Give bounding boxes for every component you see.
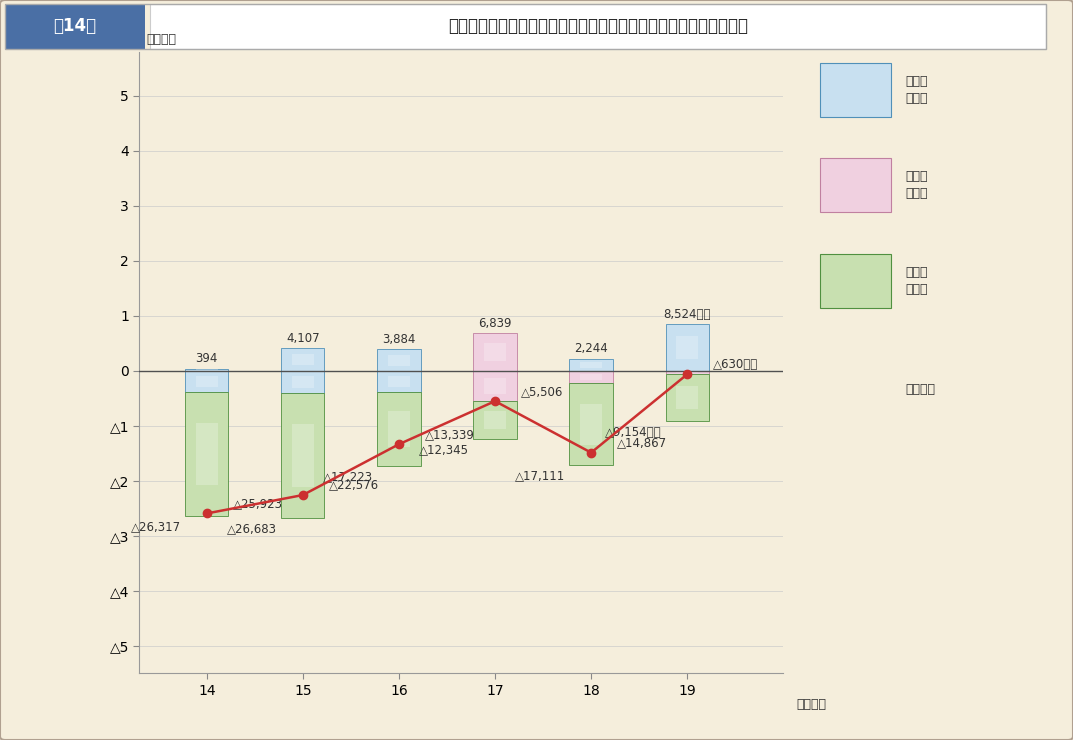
Bar — [820, 254, 891, 308]
Text: 義務的
経　費: 義務的 経 費 — [906, 170, 928, 201]
Bar — [570, 358, 613, 371]
Text: △22,576: △22,576 — [328, 479, 379, 492]
Text: 394: 394 — [195, 352, 218, 366]
Bar — [676, 386, 699, 409]
Bar — [484, 343, 505, 361]
Bar — [388, 411, 410, 447]
Text: 4,107: 4,107 — [286, 332, 320, 345]
Bar — [150, 4, 1046, 49]
Bar — [580, 403, 602, 445]
Bar — [473, 333, 516, 371]
Bar — [281, 371, 324, 394]
Bar — [473, 371, 516, 401]
Bar — [378, 371, 421, 392]
Text: 3,884: 3,884 — [382, 333, 415, 346]
Bar — [570, 371, 613, 383]
Text: △26,683: △26,683 — [226, 522, 277, 535]
Bar — [281, 394, 324, 518]
Text: △5,506: △5,506 — [521, 385, 563, 398]
Bar — [484, 411, 505, 429]
Bar — [676, 371, 699, 374]
Text: △12,345: △12,345 — [420, 443, 469, 456]
Text: 6,839: 6,839 — [479, 317, 512, 330]
Bar — [665, 374, 709, 421]
Bar — [5, 4, 1046, 49]
Bar — [580, 374, 602, 380]
Bar — [196, 369, 218, 370]
Bar — [484, 378, 505, 394]
Bar — [378, 349, 421, 371]
Bar — [186, 371, 229, 392]
Text: （兆円）: （兆円） — [146, 33, 176, 46]
Bar — [292, 377, 313, 388]
Bar — [292, 425, 313, 487]
Text: △9,154億円: △9,154億円 — [604, 425, 661, 439]
Text: 純増減額: 純増減額 — [906, 383, 936, 396]
Text: 8,524億円: 8,524億円 — [663, 308, 711, 320]
Bar — [820, 63, 891, 117]
Text: 2,244: 2,244 — [574, 342, 608, 355]
Bar — [665, 371, 709, 374]
Text: 歳出決算増減額に占める義務的経費、投資的経費等の増減額の推移: 歳出決算増減額に占める義務的経費、投資的経費等の増減額の推移 — [449, 16, 748, 35]
Bar — [186, 392, 229, 516]
Text: △630億円: △630億円 — [714, 358, 759, 371]
Bar — [281, 349, 324, 371]
Bar — [388, 376, 410, 387]
Text: 第14図: 第14図 — [54, 16, 97, 35]
Text: 投資的
経　費: 投資的 経 費 — [906, 266, 928, 296]
Text: その他
の経費: その他 の経費 — [906, 75, 928, 105]
Bar — [473, 401, 516, 439]
Bar — [292, 354, 313, 366]
Bar — [196, 423, 218, 485]
Text: △25,923: △25,923 — [233, 497, 282, 510]
Text: △17,111: △17,111 — [515, 469, 565, 482]
Bar — [5, 4, 145, 49]
Bar — [378, 392, 421, 465]
Bar — [580, 362, 602, 368]
Text: （年度）: （年度） — [796, 699, 826, 711]
Text: △17,223: △17,223 — [323, 470, 373, 483]
Bar — [570, 383, 613, 465]
Bar — [388, 354, 410, 366]
Text: △26,317: △26,317 — [131, 520, 181, 533]
Bar — [676, 336, 699, 359]
Bar — [186, 369, 229, 371]
Bar — [196, 376, 218, 387]
Bar — [820, 158, 891, 212]
Text: △14,867: △14,867 — [617, 437, 667, 449]
Bar — [665, 324, 709, 371]
Text: △13,339: △13,339 — [425, 428, 474, 441]
